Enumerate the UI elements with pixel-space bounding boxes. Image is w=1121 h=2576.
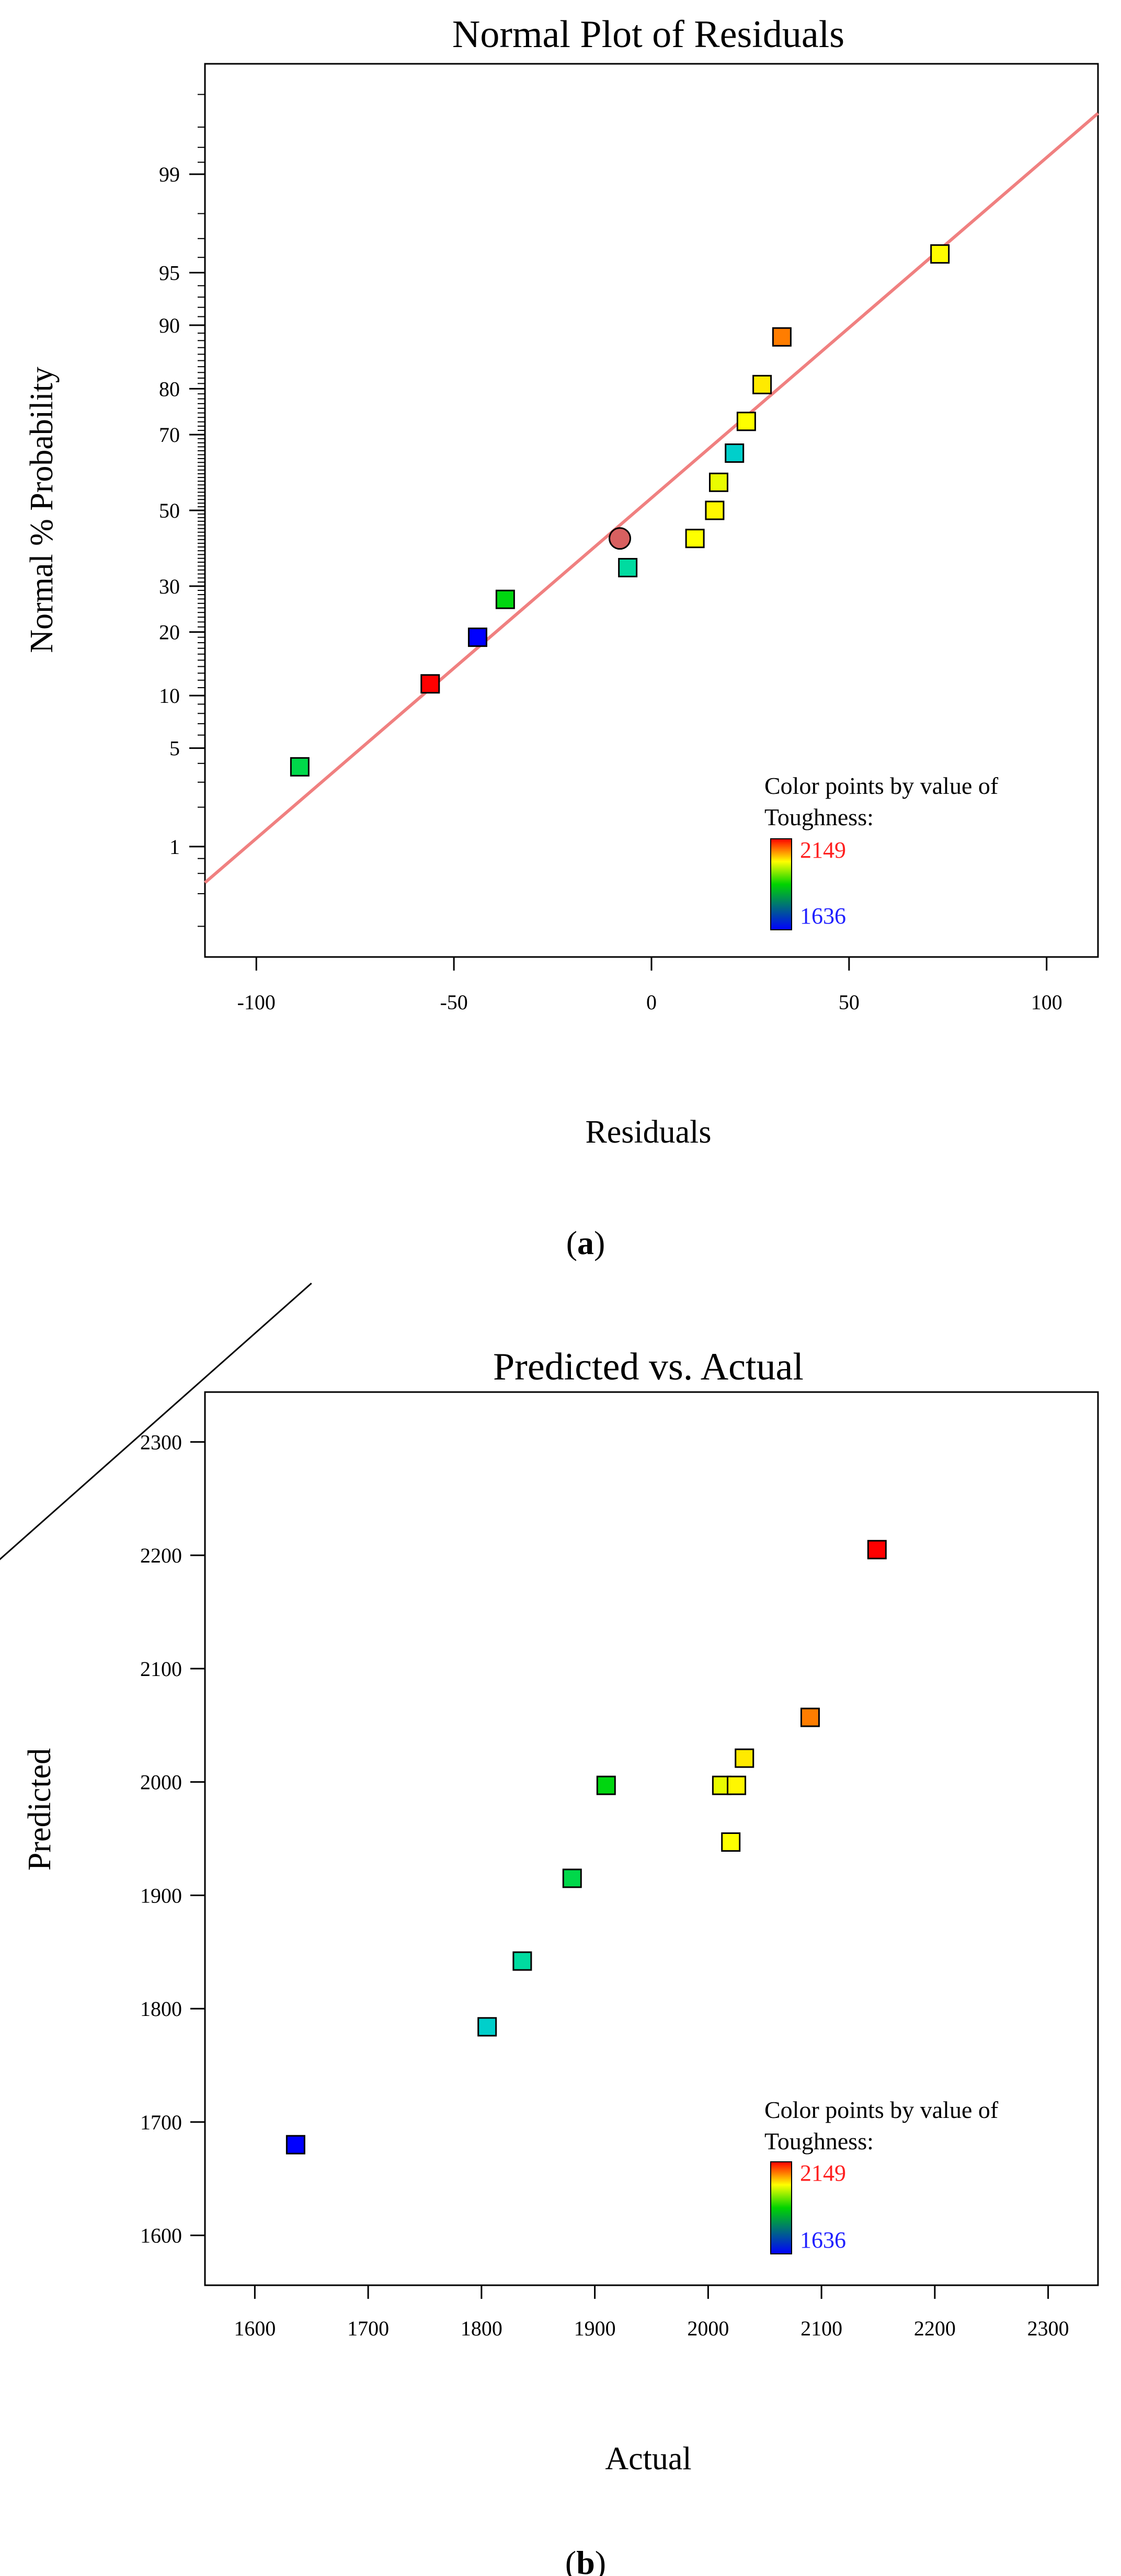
chart-b-point <box>727 1775 747 1795</box>
chart-b: Predicted vs. Actual 1600 1700 1800 1900 200… <box>0 1282 1099 2576</box>
chart-a-legend-max: 2149 <box>800 837 846 863</box>
chart-a-y-axis: 1 5 10 20 30 50 70 80 90 95 99 <box>159 94 205 927</box>
chart-b-reference-line <box>0 1282 312 1560</box>
chart-a-y-tick-label: 70 <box>159 423 180 447</box>
chart-a-y-tick-label: 1 <box>169 835 180 859</box>
chart-a-point <box>290 757 310 777</box>
chart-a-legend-colorbar <box>770 838 792 930</box>
chart-a-x-tick-label: -100 <box>237 990 276 1014</box>
chart-b-legend-min: 1636 <box>800 2227 846 2253</box>
chart-a-plot-frame <box>204 63 1099 958</box>
chart-a-y-tick-label: 80 <box>159 377 180 401</box>
chart-b-point <box>512 1951 532 1971</box>
chart-a-y-tick-label: 95 <box>159 261 180 284</box>
chart-a-point <box>736 412 756 431</box>
chart-a-y-tick-label: 5 <box>169 737 180 760</box>
chart-b-point <box>867 1540 887 1559</box>
chart-b-x-tick-label: 2000 <box>687 2317 729 2340</box>
chart-a-y-tick-label: 90 <box>159 314 180 337</box>
chart-b-x-tick-label: 1900 <box>574 2317 616 2340</box>
chart-a-y-tick-label: 50 <box>159 499 180 522</box>
chart-a-title: Normal Plot of Residuals <box>452 13 844 56</box>
chart-a: Normal Plot of Residuals 1 5 10 20 30 50 70 80 9… <box>24 13 1099 1261</box>
chart-b-points <box>285 1540 887 2155</box>
chart-b-title: Predicted vs. Actual <box>493 1346 804 1388</box>
panel-label-a: (a) <box>566 1224 605 1261</box>
chart-a-x-tick-label: 0 <box>646 990 657 1014</box>
chart-b-x-tick-label: 1700 <box>347 2317 389 2340</box>
chart-a-point <box>930 244 950 264</box>
chart-a-point <box>467 628 487 647</box>
chart-a-legend-title-1: Color points by value of <box>764 772 999 799</box>
chart-a-point <box>609 527 632 550</box>
chart-b-y-tick-label: 2300 <box>140 1430 182 1454</box>
chart-a-point <box>685 529 705 549</box>
chart-a-points <box>290 244 950 777</box>
chart-a-y-label: Normal % Probability <box>24 367 60 653</box>
chart-a-x-axis: -100 -50 0 50 100 <box>237 957 1062 1014</box>
chart-b-legend-title-2: Toughness: <box>764 2128 874 2155</box>
chart-b-y-tick-label: 2000 <box>140 1771 182 1794</box>
chart-b-point <box>477 2017 497 2037</box>
chart-b-y-tick-label: 1900 <box>140 1884 182 1907</box>
chart-b-x-tick-label: 2200 <box>914 2317 956 2340</box>
chart-a-point <box>708 472 728 492</box>
chart-b-plot-frame <box>204 1391 1099 2286</box>
panel-label-a-letter: a <box>577 1224 594 1261</box>
chart-a-point <box>618 557 638 577</box>
chart-a-legend-title-2: Toughness: <box>764 804 874 830</box>
chart-b-x-tick-label: 2100 <box>800 2317 842 2340</box>
panel-label-b: (b) <box>565 2544 606 2576</box>
chart-b-y-axis: 1600 1700 1800 1900 2000 2100 2200 2300 <box>140 1430 205 2248</box>
chart-b-point <box>735 1748 754 1768</box>
chart-a-point <box>772 327 792 347</box>
chart-b-point <box>721 1832 741 1852</box>
chart-a-y-tick-label: 20 <box>159 621 180 644</box>
chart-b-x-tick-label: 2300 <box>1027 2317 1069 2340</box>
chart-b-x-tick-label: 1600 <box>234 2317 276 2340</box>
chart-b-legend-title-1: Color points by value of <box>764 2096 999 2123</box>
chart-b-point <box>285 2135 305 2155</box>
chart-b-x-label: Actual <box>605 2441 691 2477</box>
chart-a-legend: Color points by value of Toughness: 2149… <box>764 772 999 930</box>
chart-a-point <box>495 589 515 609</box>
chart-b-point <box>562 1868 582 1888</box>
chart-a-x-tick-label: 50 <box>839 990 860 1014</box>
chart-a-point <box>725 443 745 463</box>
chart-b-legend-colorbar <box>770 2161 792 2254</box>
chart-a-y-tick-label: 30 <box>159 575 180 598</box>
chart-b-point <box>800 1707 820 1727</box>
chart-a-x-label: Residuals <box>585 1114 711 1150</box>
chart-b-point <box>596 1775 616 1795</box>
panel-label-b-letter: b <box>576 2544 595 2576</box>
chart-b-legend-max: 2149 <box>800 2160 846 2186</box>
chart-a-point <box>420 674 440 694</box>
chart-a-x-tick-label: 100 <box>1031 990 1062 1014</box>
chart-a-x-tick-label: -50 <box>440 990 467 1014</box>
chart-b-legend: Color points by value of Toughness: 2149… <box>764 2096 999 2254</box>
chart-b-y-tick-label: 2100 <box>140 1657 182 1681</box>
chart-b-y-label: Predicted <box>22 1748 58 1871</box>
chart-b-y-tick-label: 1800 <box>140 1997 182 2021</box>
chart-b-x-axis: 1600 1700 1800 1900 2000 2100 2200 2300 <box>234 2285 1069 2340</box>
chart-b-y-tick-label: 1600 <box>140 2224 182 2248</box>
chart-b-y-tick-label: 1700 <box>140 2111 182 2134</box>
chart-b-x-tick-label: 1800 <box>461 2317 502 2340</box>
chart-a-legend-min: 1636 <box>800 903 846 929</box>
chart-a-y-tick-label: 10 <box>159 684 180 708</box>
chart-b-y-tick-label: 2200 <box>140 1544 182 1567</box>
chart-a-y-tick-label: 99 <box>159 163 180 186</box>
chart-a-point <box>752 374 772 394</box>
chart-a-point <box>705 500 725 520</box>
chart-a-reference-line <box>204 112 1099 884</box>
